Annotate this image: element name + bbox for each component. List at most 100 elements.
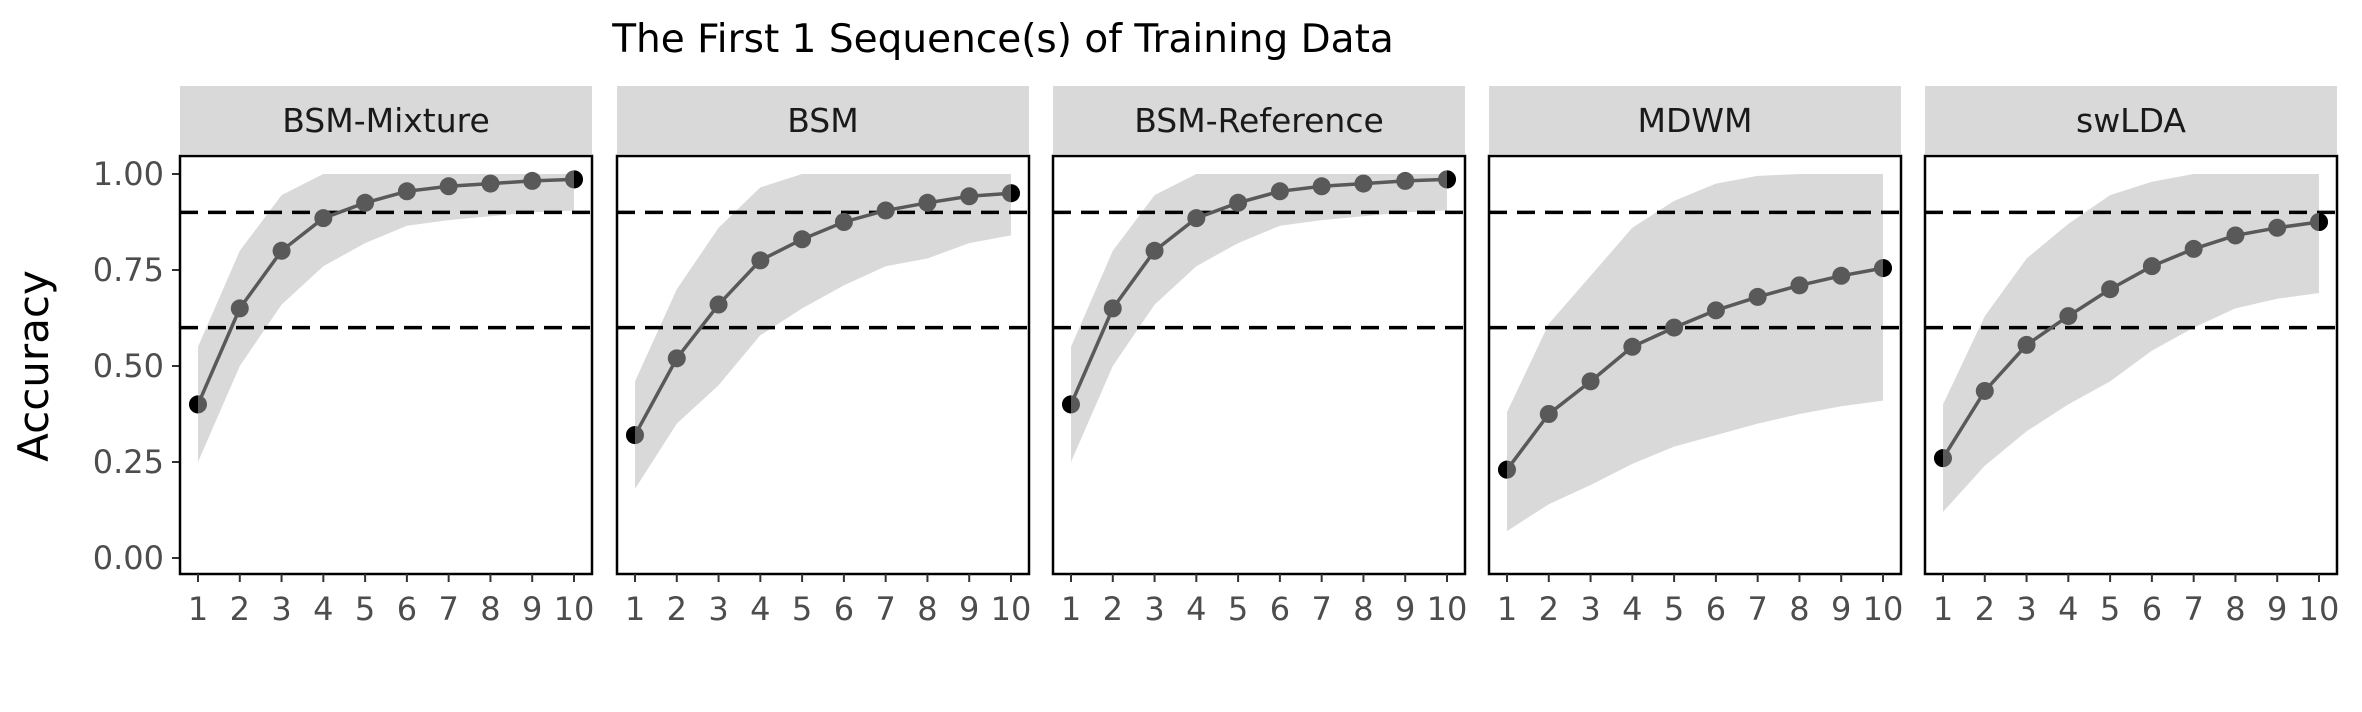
x-tick-label: 8 [2225, 590, 2245, 628]
x-tick-label: 5 [792, 590, 812, 628]
x-tick-label: 2 [667, 590, 687, 628]
x-tick-label: 3 [708, 590, 728, 628]
panel-border [615, 154, 1031, 576]
data-point [1270, 182, 1289, 201]
panel-border [1051, 154, 1467, 576]
y-tick-label: 1.00 [93, 155, 164, 193]
data-point [1975, 381, 1994, 400]
data-point [397, 182, 416, 201]
x-tick-label: 1 [1933, 590, 1953, 628]
panel-strip-label: BSM [787, 101, 858, 140]
data-point [1581, 372, 1600, 391]
data-point [1706, 301, 1725, 320]
x-tick-label: 5 [1228, 590, 1248, 628]
x-tick-label: 4 [2058, 590, 2078, 628]
data-point [356, 193, 375, 212]
x-tick-label: 6 [834, 590, 854, 628]
panel-strip [180, 86, 592, 154]
confidence-band [198, 174, 574, 462]
data-point [1790, 276, 1809, 295]
x-tick-label: 5 [1664, 590, 1684, 628]
data-point [1665, 318, 1684, 337]
x-tick-label: 10 [2299, 590, 2340, 628]
x-tick-label: 8 [1353, 590, 1373, 628]
y-tick-label: 0.75 [93, 251, 164, 289]
series-line [1505, 266, 1884, 471]
x-tick-label: 2 [1975, 590, 1995, 628]
x-tick-label: 7 [2183, 590, 2203, 628]
endpoint-marker [626, 426, 635, 445]
data-point [2226, 226, 2245, 245]
data-point [793, 230, 812, 249]
data-point [834, 213, 853, 231]
panel-border [1487, 154, 1903, 576]
panel-border [178, 154, 594, 576]
panel-strip [1925, 86, 2337, 154]
panel-mdwm: MDWM 1 2 3 4 5 6 7 8 9 10 [1487, 86, 1903, 628]
data-point [1145, 241, 1164, 260]
data-point [1832, 266, 1851, 285]
data-point [481, 174, 500, 193]
endpoint-marker [1011, 184, 1020, 203]
data-point [667, 349, 686, 368]
x-tick-label: 1 [1497, 590, 1517, 628]
confidence-band [1071, 174, 1447, 462]
x-tick-label: 7 [1747, 590, 1767, 628]
x-tick-label: 10 [554, 590, 595, 628]
x-tick-label: 4 [1622, 590, 1642, 628]
x-tick-label: 8 [1789, 590, 1809, 628]
data-point [1748, 287, 1767, 306]
data-point [1623, 337, 1642, 356]
panel-border [1923, 154, 2339, 576]
confidence-band [1507, 174, 1883, 532]
data-point [918, 193, 937, 212]
x-tick-label: 6 [2142, 590, 2162, 628]
data-point [709, 295, 728, 314]
panel-strip-label: BSM-Reference [1134, 101, 1384, 140]
endpoint-marker [1934, 449, 1943, 468]
data-point [2059, 307, 2078, 326]
x-tick-label: 1 [625, 590, 645, 628]
x-tick-label: 2 [230, 590, 250, 628]
x-tick-label: 9 [1395, 590, 1415, 628]
panel-bsm-mixture: BSM-Mixture 1 2 3 4 5 6 7 8 9 10 [178, 86, 595, 628]
endpoint-marker [1062, 395, 1071, 414]
data-point [314, 209, 333, 228]
confidence-band [1943, 174, 2319, 512]
data-point [1312, 177, 1331, 196]
x-tick-label: 4 [750, 590, 770, 628]
series-line [1069, 177, 1448, 406]
x-tick-label: 3 [1144, 590, 1164, 628]
x-tick-label: 9 [1831, 590, 1851, 628]
panel-strip [617, 86, 1029, 154]
chart-title: The First 1 Sequence(s) of Training Data [611, 17, 1394, 62]
panel-strip [1489, 86, 1901, 154]
x-tick-label: 4 [313, 590, 333, 628]
x-tick-label: 3 [271, 590, 291, 628]
panel-strip-label: BSM-Mixture [282, 101, 490, 140]
x-tick-label: 7 [1311, 590, 1331, 628]
panel-bsm-reference: BSM-Reference 1 2 3 4 5 6 7 8 9 10 [1051, 86, 1468, 628]
x-tick-label: 5 [355, 590, 375, 628]
x-tick-label: 2 [1539, 590, 1559, 628]
x-tick-label: 2 [1103, 590, 1123, 628]
data-point [1229, 193, 1248, 212]
data-point [230, 299, 249, 318]
x-tick-label: 6 [1270, 590, 1290, 628]
panel-strip-label: MDWM [1638, 101, 1753, 140]
data-point [960, 187, 979, 206]
x-tick-label: 7 [875, 590, 895, 628]
x-tick-label: 10 [1427, 590, 1468, 628]
y-axis-label: Accuracy [9, 270, 58, 462]
data-point [1539, 405, 1558, 423]
x-tick-label: 9 [522, 590, 542, 628]
x-tick-label: 1 [188, 590, 208, 628]
endpoint-marker [1498, 460, 1507, 479]
series-line [196, 177, 575, 406]
series-line [1941, 220, 2320, 460]
data-point [2142, 257, 2161, 276]
x-tick-label: 4 [1186, 590, 1206, 628]
x-tick-label: 9 [959, 590, 979, 628]
